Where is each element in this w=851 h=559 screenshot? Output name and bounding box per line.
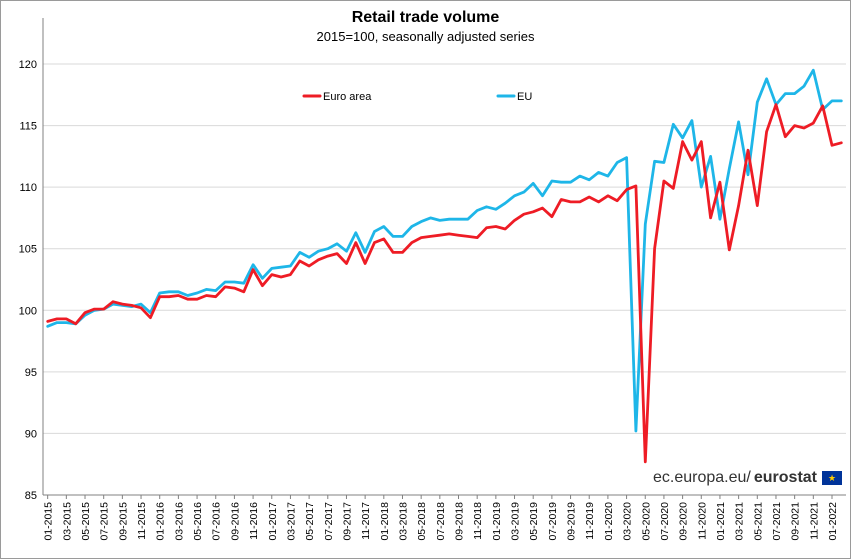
x-tick-label: 09-2021 — [790, 502, 802, 541]
x-tick-label: 11-2017 — [360, 502, 372, 540]
x-tick-label: 11-2015 — [136, 502, 148, 540]
series-line-euro-area — [46, 103, 843, 464]
y-tick-label: 120 — [19, 59, 37, 71]
x-tick-label: 07-2018 — [435, 502, 447, 541]
x-tick-label: 09-2020 — [678, 502, 690, 541]
chart-subtitle: 2015=100, seasonally adjusted series — [316, 29, 535, 44]
x-tick-label: 11-2018 — [472, 502, 484, 540]
x-tick-label: 01-2021 — [715, 502, 727, 541]
y-tick-label: 100 — [19, 305, 37, 317]
x-tick-label: 01-2019 — [491, 502, 503, 541]
x-tick-label: 03-2017 — [285, 502, 297, 541]
x-tick-label: 01-2020 — [603, 502, 615, 541]
legend-label-eu: EU — [517, 91, 532, 103]
x-tick-label: 03-2016 — [173, 502, 185, 541]
y-tick-label: 110 — [19, 182, 37, 194]
y-tick-label: 95 — [25, 367, 37, 379]
legend-label-euro-area: Euro area — [323, 91, 372, 103]
x-tick-label: 01-2018 — [379, 502, 391, 541]
x-tick-label: 09-2018 — [454, 502, 466, 541]
branding-name: eurostat — [753, 469, 817, 486]
y-tick-label: 115 — [19, 121, 37, 133]
x-tick-label: 03-2019 — [510, 502, 522, 541]
x-tick-label: 05-2021 — [752, 502, 764, 541]
x-tick-label: 09-2016 — [229, 502, 241, 541]
x-tick-label: 07-2016 — [211, 502, 223, 541]
x-tick-label: 07-2019 — [547, 502, 559, 541]
x-tick-label: 07-2020 — [659, 502, 671, 541]
x-tick-label: 11-2020 — [696, 502, 708, 540]
x-tick-label: 03-2020 — [622, 502, 634, 541]
x-tick-label: 05-2019 — [528, 502, 540, 541]
x-tick-label: 01-2022 — [827, 502, 839, 541]
x-tick-label: 11-2019 — [584, 502, 596, 540]
x-tick-label: 01-2015 — [43, 502, 55, 541]
x-tick-label: 01-2017 — [267, 502, 279, 541]
x-tick-label: 07-2015 — [99, 502, 111, 541]
x-tick-label: 07-2017 — [323, 502, 335, 541]
chart-title: Retail trade volume — [351, 9, 500, 26]
y-tick-label: 90 — [25, 428, 37, 440]
x-tick-label: 07-2021 — [771, 502, 783, 541]
x-tick-label: 05-2015 — [80, 502, 92, 541]
x-tick-label: 03-2018 — [397, 502, 409, 541]
x-tick-label: 05-2017 — [304, 502, 316, 541]
eu-flag-icon: ★ — [822, 471, 842, 485]
x-tick-label: 09-2019 — [566, 502, 578, 541]
y-tick-label: 85 — [25, 490, 37, 502]
eurostat-branding: ec.europa.eu/eurostat ★ — [653, 469, 842, 487]
x-tick-label: 05-2016 — [192, 502, 204, 541]
x-tick-label: 05-2020 — [640, 502, 652, 541]
x-tick-label: 03-2015 — [61, 502, 73, 541]
x-tick-label: 09-2015 — [117, 502, 129, 541]
y-tick-label: 105 — [19, 244, 37, 256]
x-tick-label: 11-2021 — [808, 502, 820, 540]
x-tick-label: 09-2017 — [341, 502, 353, 541]
series-line-eu — [46, 68, 843, 433]
x-tick-label: 03-2021 — [734, 502, 746, 541]
x-tick-label: 01-2016 — [155, 502, 167, 541]
x-tick-label: 05-2018 — [416, 502, 428, 541]
branding-prefix: ec.europa.eu/ — [653, 469, 751, 486]
x-tick-label: 11-2016 — [248, 502, 260, 540]
